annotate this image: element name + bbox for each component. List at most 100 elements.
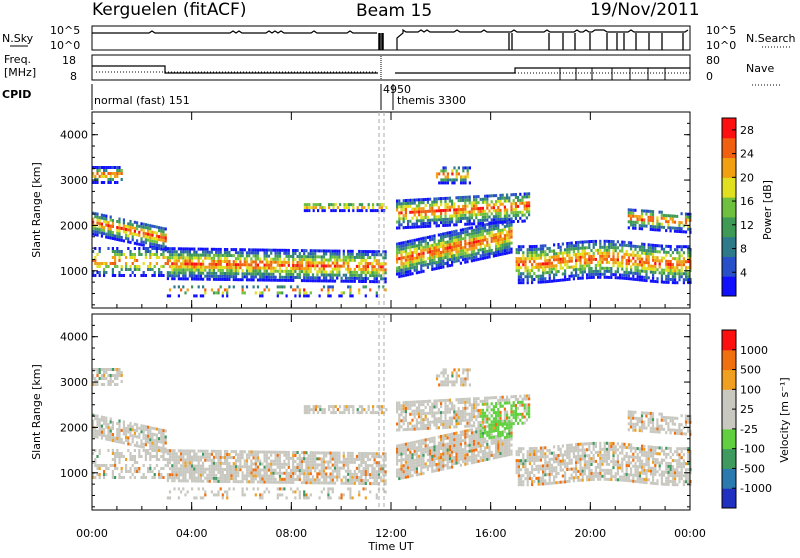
heatmap-cell (228, 462, 230, 465)
heatmap-cell (250, 459, 252, 462)
heatmap-cell (178, 458, 180, 461)
heatmap-cell (277, 261, 279, 264)
heatmap-cell (438, 252, 440, 255)
heatmap-cell (231, 263, 233, 266)
heatmap-cell (341, 259, 343, 262)
heatmap-cell (665, 263, 667, 266)
heatmap-cell (416, 440, 418, 443)
heatmap-cell (261, 294, 263, 297)
heatmap-cell (270, 454, 272, 457)
heatmap-cell (672, 266, 674, 269)
heatmap-cell (676, 257, 678, 260)
heatmap-cell (475, 228, 477, 231)
heatmap-cell (403, 265, 405, 268)
heatmap-cell (475, 255, 477, 258)
heatmap-cell (162, 432, 164, 435)
heatmap-cell (191, 254, 193, 257)
heatmap-cell (484, 250, 486, 253)
heatmap-cell (438, 264, 440, 267)
heatmap-cell (493, 215, 495, 218)
heatmap-cell (231, 272, 233, 275)
heatmap-cell (416, 446, 418, 449)
heatmap-cell (297, 469, 299, 472)
heatmap-cell (444, 203, 446, 206)
heatmap-cell (281, 270, 283, 273)
heatmap-cell (623, 271, 625, 274)
heatmap-cell (497, 215, 499, 218)
heatmap-cell (321, 463, 323, 466)
heatmap-cell (288, 255, 290, 258)
heatmap-cell (325, 259, 327, 262)
heatmap-cell (237, 459, 239, 462)
heatmap-cell (266, 273, 268, 276)
heatmap-cell (193, 450, 195, 453)
heatmap-cell (222, 291, 224, 294)
heatmap-cell (488, 252, 490, 255)
heatmap-cell (516, 257, 518, 260)
heatmap-cell (606, 276, 608, 279)
heatmap-cell (617, 255, 619, 258)
heatmap-cell (283, 454, 285, 457)
heatmap-cell (338, 268, 340, 271)
heatmap-cell (499, 215, 501, 218)
heatmap-cell (380, 470, 382, 473)
heatmap-cell (321, 481, 323, 484)
heatmap-cell (167, 449, 169, 452)
heatmap-cell (211, 263, 213, 266)
heatmap-cell (259, 493, 261, 496)
heatmap-cell (143, 229, 145, 232)
heatmap-cell (619, 274, 621, 277)
heatmap-cell (316, 481, 318, 484)
heatmap-cell (639, 245, 641, 248)
heatmap-cell (127, 228, 129, 231)
heatmap-cell (195, 263, 197, 266)
heatmap-cell (451, 237, 453, 240)
heatmap-cell (473, 241, 475, 244)
heatmap-cell (628, 274, 630, 277)
heatmap-cell (409, 457, 411, 460)
heatmap-cell (473, 253, 475, 256)
heatmap-cell (158, 458, 160, 461)
heatmap-cell (233, 456, 235, 459)
heatmap-cell (372, 203, 374, 206)
heatmap-cell (599, 249, 601, 252)
heatmap-cell (330, 482, 332, 485)
heatmap-cell (535, 251, 537, 254)
heatmap-cell (308, 203, 310, 206)
heatmap-cell (582, 277, 584, 280)
heatmap-cell (499, 197, 501, 200)
heatmap-cell (477, 234, 479, 237)
heatmap-cell (623, 253, 625, 256)
heatmap-cell (191, 275, 193, 278)
heatmap-cell (380, 253, 382, 256)
heatmap-cell (171, 274, 173, 277)
heatmap-cell (101, 419, 103, 422)
heatmap-cell (173, 285, 175, 288)
freq-tick-high: 18 (62, 54, 76, 67)
heatmap-cell (165, 449, 167, 452)
heatmap-cell (147, 449, 149, 452)
heatmap-cell (180, 490, 182, 493)
heatmap-cell (202, 272, 204, 275)
heatmap-cell (294, 472, 296, 475)
heatmap-cell (314, 463, 316, 466)
heatmap-cell (189, 456, 191, 459)
heatmap-cell (433, 204, 435, 207)
heatmap-cell (134, 444, 136, 447)
heatmap-cell (112, 368, 114, 371)
heatmap-cell (535, 245, 537, 248)
heatmap-cell (632, 278, 634, 281)
heatmap-cell (327, 250, 329, 253)
heatmap-cell (661, 281, 663, 284)
heatmap-cell (676, 272, 678, 275)
heatmap-cell (288, 261, 290, 264)
heatmap-cell (156, 440, 158, 443)
heatmap-cell (579, 241, 581, 244)
heatmap-cell (516, 260, 518, 263)
heatmap-cell (336, 253, 338, 256)
heatmap-cell (173, 464, 175, 467)
heatmap-cell (599, 273, 601, 276)
heatmap-cell (416, 461, 418, 464)
heatmap-cell (312, 252, 314, 255)
heatmap-cell (347, 479, 349, 482)
